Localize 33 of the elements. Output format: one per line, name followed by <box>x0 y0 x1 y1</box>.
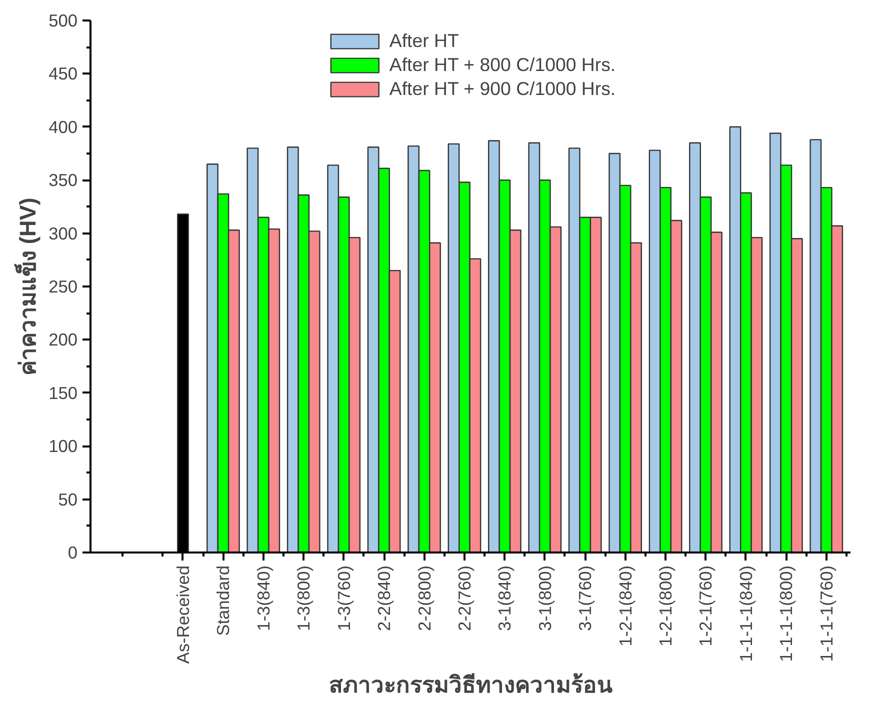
x-tick-label: Standard <box>213 566 234 636</box>
legend-label: After HT + 800 C/1000 Hrs. <box>389 54 616 76</box>
y-tick-label: 400 <box>48 116 78 137</box>
x-tick-label: 1-2-1(800) <box>656 566 676 646</box>
x-tick-label: 2-2(760) <box>454 565 474 631</box>
legend-label: After HT <box>389 30 459 52</box>
x-tick-label: 1-1-1-1(840) <box>736 566 756 662</box>
y-tick-label: 200 <box>48 330 78 350</box>
x-tick-label: 1-3(760) <box>334 565 354 631</box>
y-tick-label: 500 <box>48 10 78 30</box>
y-tick-label: 350 <box>48 170 78 190</box>
x-tick-label: 1-3(840) <box>253 565 274 631</box>
x-tick-label: 1-3(800) <box>294 565 314 631</box>
y-tick-label: 250 <box>48 276 78 296</box>
y-tick-label: 100 <box>48 436 78 456</box>
y-tick-label: 50 <box>58 489 78 510</box>
legend-label: After HT + 900 C/1000 Hrs. <box>389 78 616 100</box>
y-tick-label: 450 <box>48 64 78 84</box>
x-tick-label: 3-1(760) <box>575 565 596 631</box>
x-axis-title: สภาวะกรรมวิธีทางความร้อน <box>329 672 613 698</box>
x-tick-label: 1-2-1(760) <box>696 566 716 646</box>
y-axis-title: ค่าความแข็ง (HV) <box>14 198 41 376</box>
x-tick-label: 3-1(800) <box>534 565 555 631</box>
y-tick-label: 0 <box>68 542 78 562</box>
x-tick-label: 1-1-1-1(760) <box>816 566 836 662</box>
y-tick-label: 300 <box>48 223 78 244</box>
x-tick-label: 1-1-1-1(800) <box>776 566 796 662</box>
x-tick-label: 2-2(800) <box>414 565 434 631</box>
x-tick-label: 2-2(840) <box>374 565 394 631</box>
x-tick-label: As-Received <box>172 566 193 664</box>
x-tick-label: 1-2-1(840) <box>615 566 636 646</box>
x-tick-label: 3-1(840) <box>494 565 515 631</box>
y-tick-label: 150 <box>48 382 78 403</box>
